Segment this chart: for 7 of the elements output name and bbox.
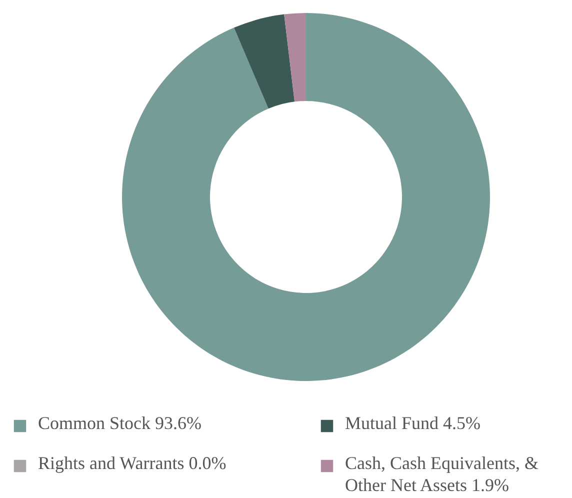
legend-label: Mutual Fund 4.5% [345,413,481,433]
donut-slice [284,13,306,102]
legend-label: Common Stock 93.6% [38,413,202,433]
donut-slice [234,14,295,109]
legend-label: Rights and Warrants 0.0% [38,453,226,473]
donut-slice [122,13,490,381]
legend-label: Cash, Cash Equivalents, & Other Net Assets 1.9% [345,453,538,495]
